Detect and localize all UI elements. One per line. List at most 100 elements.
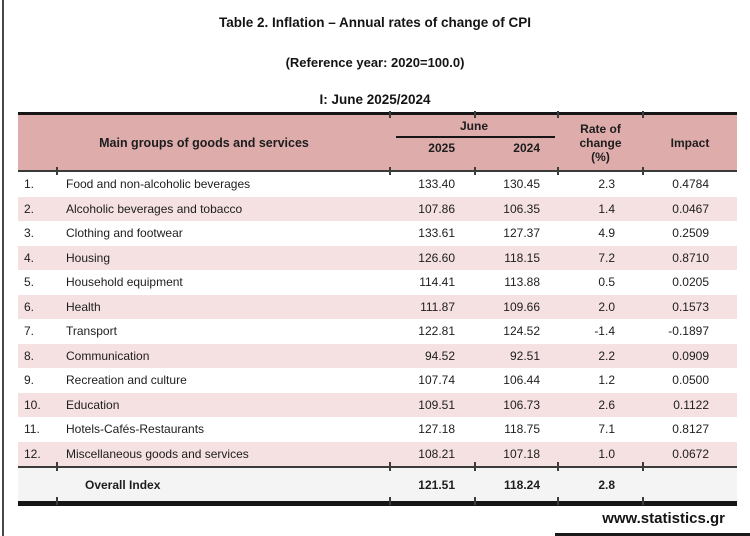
row-label: Household equipment	[66, 275, 183, 290]
table-row: 6. Health 111.87 109.66 2.0 0.1573	[18, 294, 737, 319]
header-june-label: June	[459, 119, 488, 133]
column-tick	[56, 497, 58, 505]
value-2025: 133.61	[418, 226, 455, 241]
value-2024: 106.35	[503, 201, 540, 216]
row-number: 11.	[24, 422, 40, 437]
column-tick	[557, 111, 559, 118]
overall-label: Overall Index	[85, 477, 161, 492]
column-tick	[474, 462, 476, 471]
header-rate-of-change: Rate of change (%)	[558, 115, 643, 170]
column-tick	[557, 497, 559, 505]
value-2024: 118.75	[504, 422, 540, 437]
impact-value: 0.0500	[672, 373, 709, 388]
row-label: Miscellaneous goods and services	[66, 446, 249, 461]
value-2024: 106.73	[503, 397, 540, 412]
column-tick	[389, 111, 391, 118]
rate-of-change: 7.1	[598, 422, 615, 437]
row-label: Housing	[66, 250, 111, 265]
impact-value: 0.0205	[672, 275, 709, 290]
value-2024: 109.66	[503, 299, 540, 314]
value-2025: 111.87	[420, 299, 455, 314]
header-2025: 2025	[428, 141, 455, 155]
rate-of-change: 2.2	[598, 348, 615, 363]
value-2025: 133.40	[418, 177, 455, 192]
value-2025: 114.41	[419, 275, 455, 290]
impact-value: 0.8127	[672, 422, 709, 437]
impact-value: 0.1122	[673, 397, 709, 412]
value-2024: 118.15	[504, 250, 540, 265]
value-2025: 108.21	[418, 446, 455, 461]
reference-year-subtitle: (Reference year: 2020=100.0)	[285, 55, 465, 70]
column-tick	[389, 167, 391, 175]
value-2024: 130.45	[503, 177, 540, 192]
rate-of-change: 2.3	[598, 177, 615, 192]
row-label: Clothing and footwear	[66, 226, 183, 241]
column-tick	[557, 462, 559, 471]
table-bottom-rule	[18, 501, 737, 506]
column-tick	[474, 497, 476, 505]
column-tick	[642, 462, 644, 471]
header-june-group: June 2025 2024	[390, 115, 558, 170]
table-row: 11. Hotels-Cafés-Restaurants 127.18 118.…	[18, 417, 737, 442]
value-2024: 107.18	[503, 446, 540, 461]
column-tick	[642, 497, 644, 505]
row-label: Food and non-alcoholic beverages	[66, 177, 251, 192]
rate-of-change: -1.4	[594, 324, 615, 339]
column-tick	[56, 167, 58, 175]
header-main-groups: Main groups of goods and services	[99, 135, 309, 150]
value-2024: 106.44	[503, 373, 540, 388]
value-2025: 121.51	[418, 477, 455, 492]
impact-value: -0.1897	[668, 324, 709, 339]
row-number: 12.	[24, 446, 41, 461]
column-tick	[557, 167, 559, 175]
table-row: 8. Communication 94.52 92.51 2.2 0.0909	[18, 343, 737, 368]
column-tick	[642, 167, 644, 175]
table-header: Main groups of goods and services June 2…	[18, 112, 737, 172]
row-number: 2.	[24, 201, 35, 216]
overall-separator-line	[18, 466, 737, 468]
bottom-edge-bar	[555, 533, 750, 536]
row-label: Communication	[66, 348, 150, 363]
rate-of-change: 7.2	[598, 250, 615, 265]
value-2025: 126.60	[418, 250, 455, 265]
table-row: 12. Miscellaneous goods and services 108…	[18, 441, 737, 466]
table-row: 9. Recreation and culture 107.74 106.44 …	[18, 368, 737, 393]
row-number: 7.	[24, 324, 35, 339]
column-tick	[389, 462, 391, 471]
row-label: Education	[66, 397, 120, 412]
period-subtitle: I: June 2025/2024	[319, 92, 431, 107]
value-2025: 109.51	[418, 397, 455, 412]
value-2025: 107.86	[418, 201, 455, 216]
column-tick	[389, 497, 391, 505]
impact-value: 0.0467	[672, 201, 709, 216]
cpi-table: Main groups of goods and services June 2…	[18, 111, 737, 506]
value-2024: 92.51	[509, 348, 540, 363]
row-label: Hotels-Cafés-Restaurants	[66, 422, 205, 437]
value-2024: 118.24	[503, 477, 540, 492]
page-left-border	[2, 0, 4, 536]
rate-of-change: 4.9	[598, 226, 615, 241]
table-row: 2. Alcoholic beverages and tobacco 107.8…	[18, 196, 737, 221]
rate-of-change: 2.6	[598, 397, 615, 412]
table-row: 3. Clothing and footwear 133.61 127.37 4…	[18, 221, 737, 246]
row-number: 8.	[24, 348, 35, 363]
table-row: 4. Housing 126.60 118.15 7.2 0.8710	[18, 245, 737, 270]
row-number: 10.	[24, 397, 41, 412]
table-row: 10. Education 109.51 106.73 2.6 0.1122	[18, 392, 737, 417]
column-tick	[642, 111, 644, 118]
rate-of-change: 2.8	[598, 477, 615, 492]
value-2024: 113.88	[504, 275, 540, 290]
impact-value: 0.2509	[672, 226, 709, 241]
value-2024: 124.52	[503, 324, 540, 339]
header-rate-line1: Rate of	[580, 121, 621, 136]
rate-of-change: 1.2	[598, 373, 615, 388]
rate-of-change: 1.0	[598, 446, 615, 461]
column-tick	[56, 462, 58, 471]
statistics-gr-link: www.statistics.gr	[602, 510, 725, 527]
header-rate-line2: change	[579, 135, 622, 150]
impact-value: 0.4784	[672, 177, 709, 192]
june-underline	[396, 136, 555, 138]
row-number: 3.	[24, 226, 35, 241]
row-label: Health	[66, 299, 101, 314]
impact-value: 0.0909	[672, 348, 709, 363]
